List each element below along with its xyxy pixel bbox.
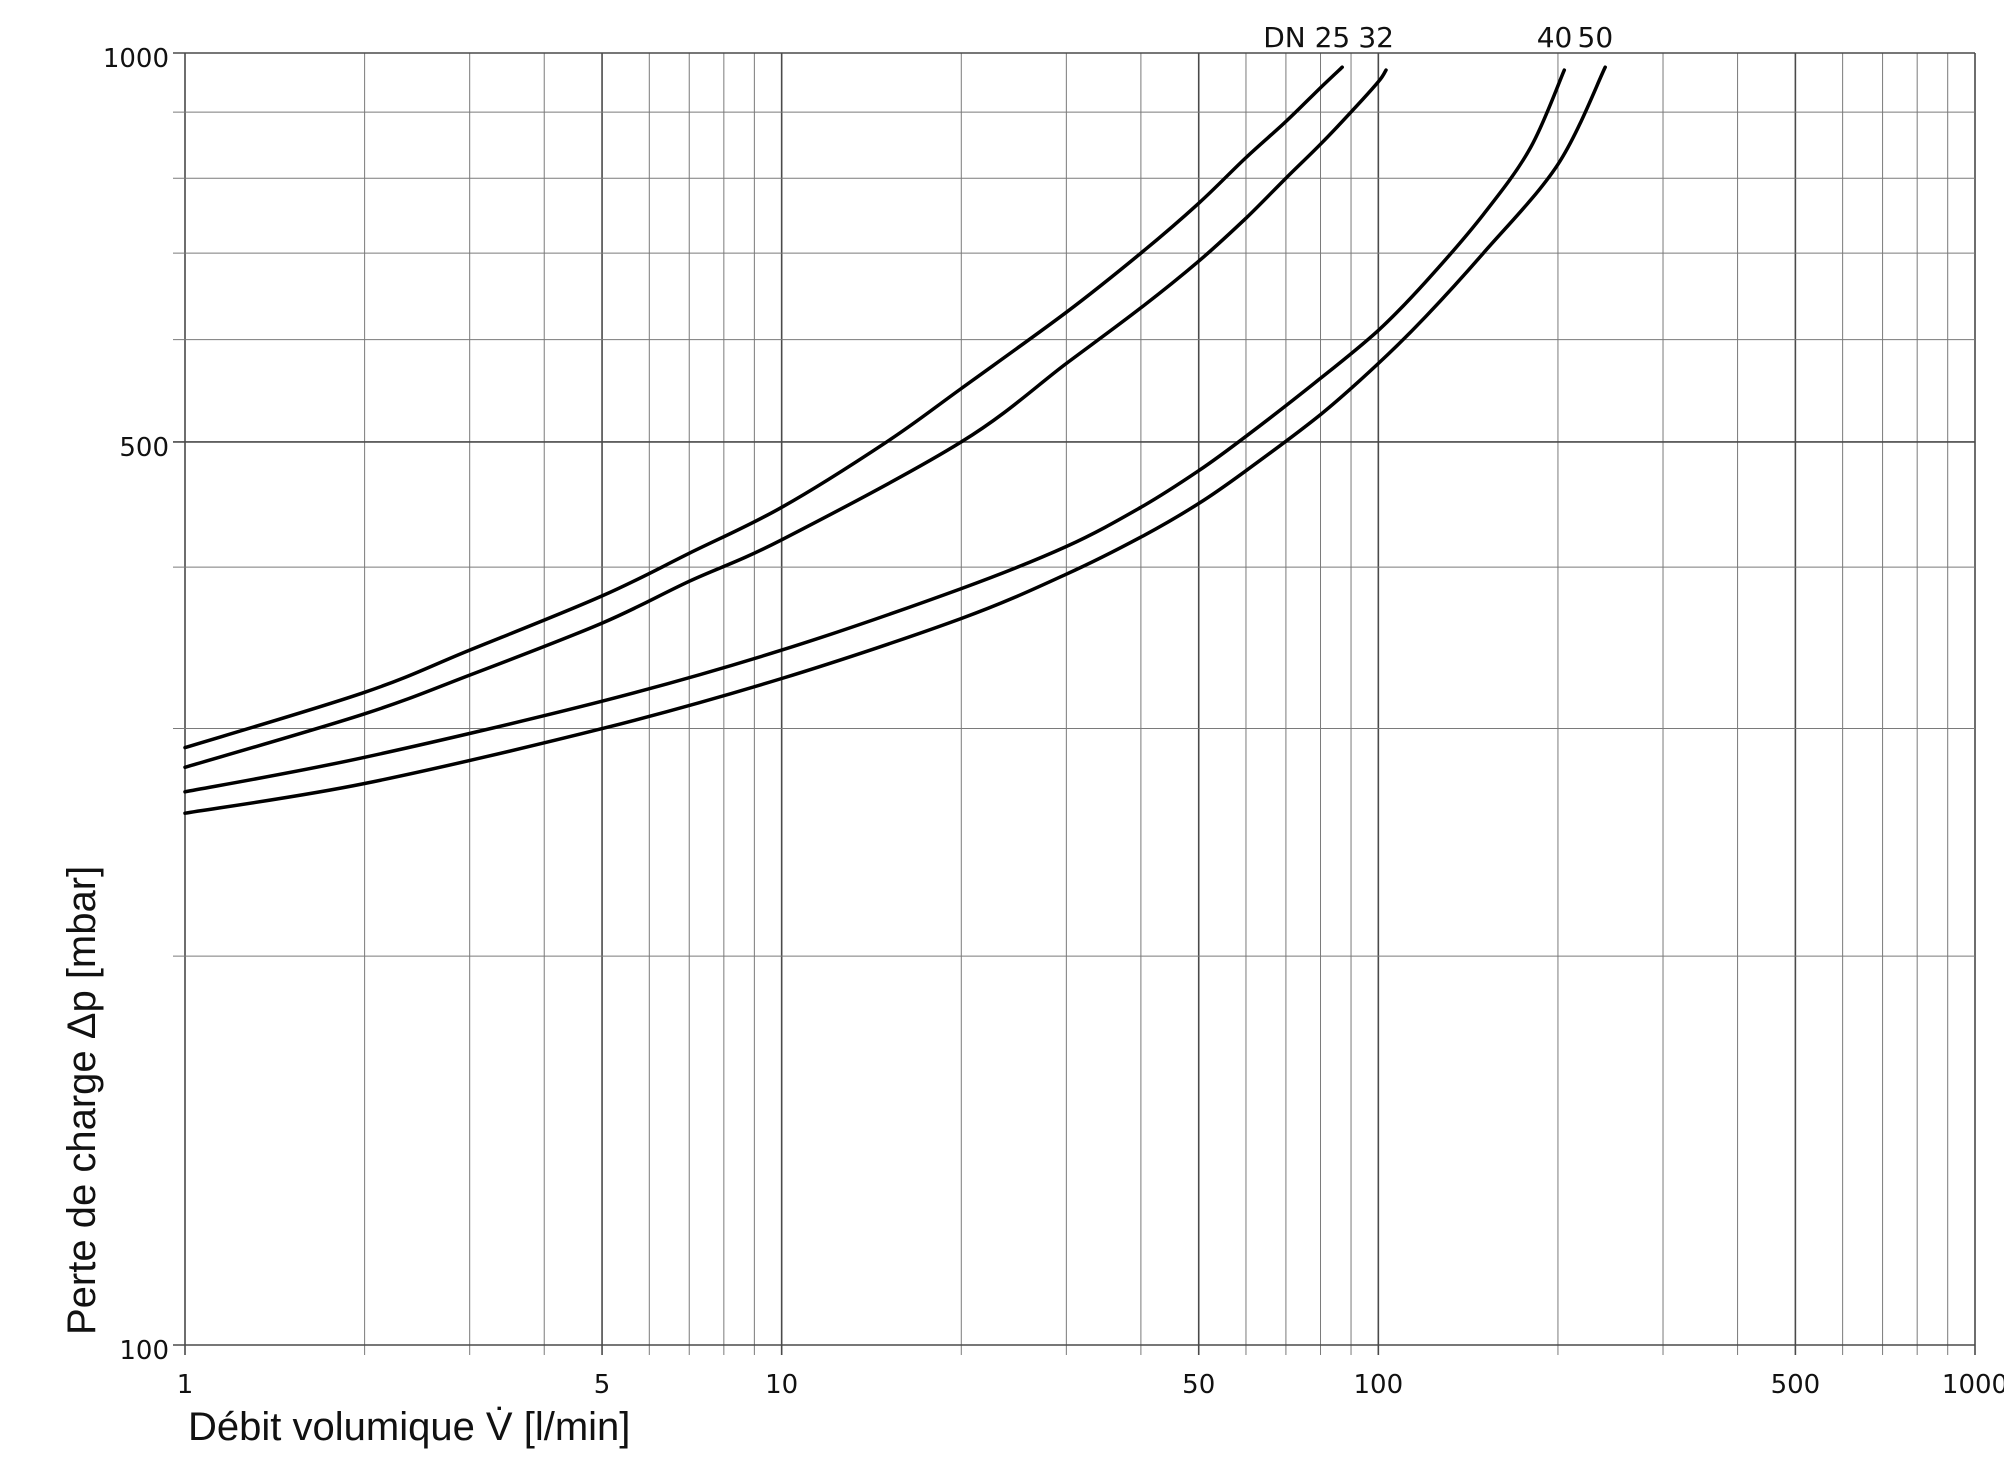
x-axis-title: Débit volumique V̇ [l/min] [188, 1405, 630, 1449]
curve-label-32: 32 [1358, 21, 1394, 54]
y-tick-label: 500 [119, 433, 169, 463]
x-tick-label: 100 [1354, 1370, 1404, 1400]
x-tick-label: 10 [765, 1370, 798, 1400]
curve-series-3 [183, 68, 1567, 794]
curves [183, 65, 1607, 815]
curve-label-50: 50 [1578, 21, 1614, 54]
curve-series-1 [183, 65, 1344, 750]
tick-labels: 1 5 10 50 100 500 1000 100 500 1000 [103, 44, 2004, 1400]
y-axis-title: Perte de charge Δp [mbar] [60, 866, 104, 1335]
x-tick-label: 1 [177, 1370, 194, 1400]
curve-series-2 [183, 68, 1388, 770]
curve-label-40: 40 [1537, 21, 1573, 54]
curve-labels: DN 25 32 40 50 [1263, 21, 1613, 54]
grid [173, 52, 1976, 1355]
x-tick-label: 5 [594, 1370, 611, 1400]
y-tick-label: 100 [119, 1336, 169, 1366]
x-tick-label: 500 [1771, 1370, 1821, 1400]
x-tick-label: 1000 [1942, 1370, 2004, 1400]
curve-label-dn25: DN 25 [1263, 21, 1350, 54]
y-tick-label: 1000 [103, 44, 169, 74]
curve-series-4 [183, 65, 1607, 815]
x-tick-label: 50 [1182, 1370, 1215, 1400]
